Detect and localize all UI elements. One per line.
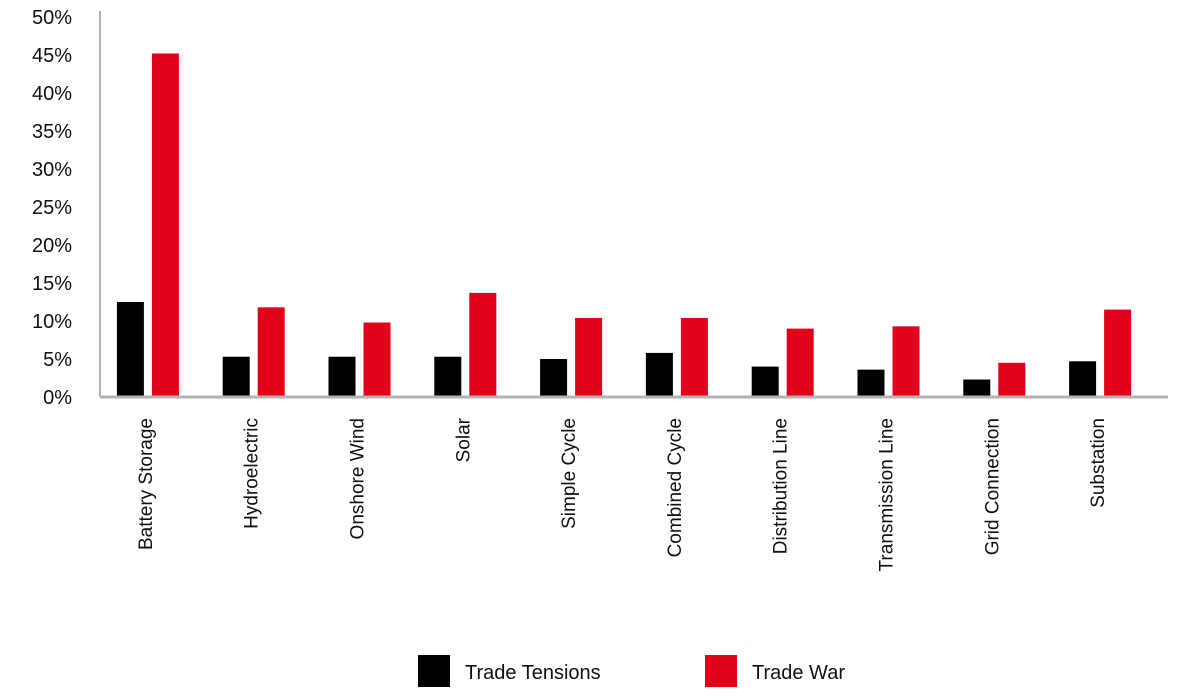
y-tick-label: 30% (32, 159, 72, 181)
legend-label: Trade War (752, 662, 845, 684)
y-tick-label: 45% (32, 45, 72, 67)
y-axis-tick-labels: 0% 5% 10% 15% 20% 25% 30% 35% 40% 45% 50% (32, 7, 72, 409)
bar-trade-tensions (857, 369, 885, 397)
legend-swatch (418, 655, 450, 687)
bar-trade-war (786, 328, 814, 397)
x-category-label: Simple Cycle (559, 418, 580, 529)
bar-trade-war (257, 307, 285, 397)
bar-trade-war (892, 326, 920, 397)
y-tick-label: 25% (32, 197, 72, 219)
y-tick-label: 5% (43, 349, 72, 371)
bar-trade-tensions (116, 302, 144, 397)
x-category-label: Substation (1088, 418, 1109, 508)
bar-trade-war (575, 317, 603, 397)
x-category-label: Battery Storage (136, 418, 157, 550)
y-tick-label: 35% (32, 121, 72, 143)
bar-trade-tensions (963, 379, 991, 397)
bar-trade-war (151, 53, 179, 397)
bar-trade-tensions (222, 356, 250, 397)
bar-trade-tensions (645, 352, 673, 397)
bar-trade-war (469, 292, 497, 397)
bar-trade-war (680, 317, 708, 397)
y-tick-label: 40% (32, 83, 72, 105)
bar-trade-war (1104, 309, 1132, 397)
bar-trade-tensions (328, 356, 356, 397)
x-category-label: Hydroelectric (242, 418, 263, 529)
bar-trade-war (363, 322, 391, 397)
x-category-label: Onshore Wind (348, 418, 369, 539)
y-tick-label: 20% (32, 235, 72, 257)
y-tick-label: 15% (32, 273, 72, 295)
x-category-label: Transmission Line (877, 418, 898, 571)
x-category-label: Solar (453, 417, 474, 462)
x-axis-category-labels: Battery Storage Hydroelectric Onshore Wind… (136, 417, 1109, 571)
x-category-label: Distribution Line (771, 418, 792, 554)
bar-trade-tensions (751, 366, 779, 397)
bar-trade-tensions (540, 359, 568, 397)
y-tick-label: 10% (32, 311, 72, 333)
bar-trade-tensions (434, 356, 462, 397)
bar-trade-war (998, 362, 1026, 397)
x-category-label: Combined Cycle (665, 418, 686, 557)
legend-swatch (705, 655, 737, 687)
x-category-label: Grid Connection (982, 418, 1003, 555)
bar-series-group (116, 53, 1132, 397)
bar-trade-tensions (1069, 361, 1097, 397)
legend-label: Trade Tensions (465, 662, 601, 684)
y-tick-label: 0% (43, 387, 72, 409)
y-tick-label: 50% (32, 7, 72, 29)
chart-legend: Trade Tensions Trade War (418, 655, 845, 687)
